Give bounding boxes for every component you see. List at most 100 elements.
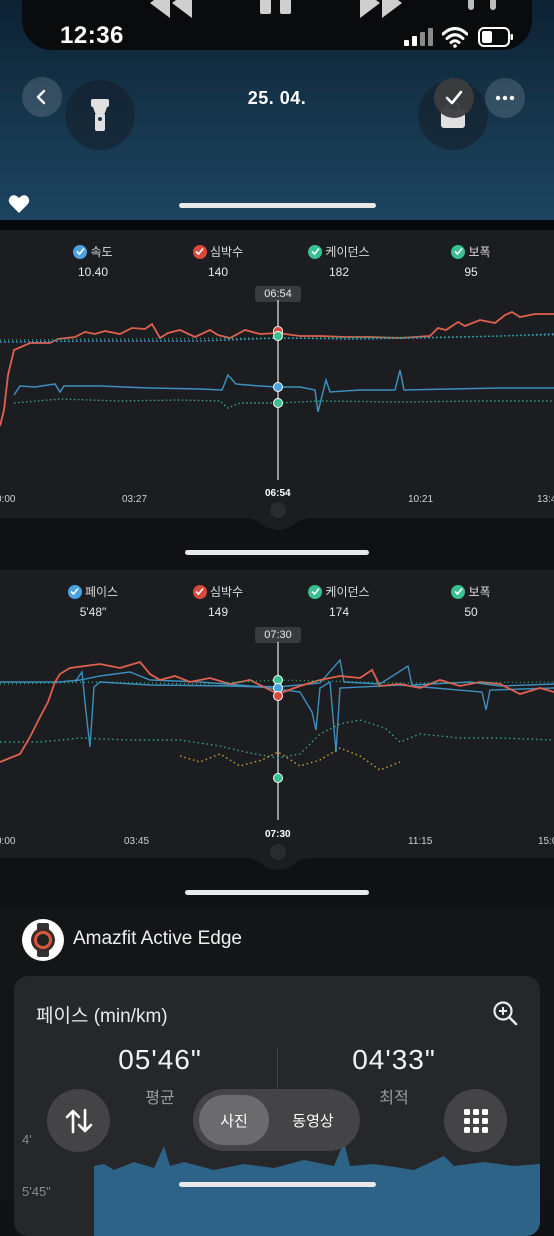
check-icon xyxy=(192,244,207,259)
cadence-marker xyxy=(273,331,283,341)
status-time: 12:36 xyxy=(60,22,124,49)
speed-chart-plot[interactable] xyxy=(0,300,554,490)
legend-label: 케이던스 xyxy=(325,245,370,259)
grid-view-button[interactable] xyxy=(444,1089,507,1152)
legend-label: 심박수 xyxy=(209,585,244,599)
check-icon xyxy=(73,244,88,259)
confirm-button[interactable] xyxy=(434,78,474,118)
legend-value: 95 xyxy=(464,265,478,279)
check-icon xyxy=(451,584,466,599)
check-icon xyxy=(451,244,466,259)
x-tick-label-current: 07:30 xyxy=(265,829,291,840)
scrubber-knob[interactable] xyxy=(270,502,286,518)
legend-item-speed[interactable]: 속도 10.40 xyxy=(38,243,148,279)
cursor-time-badge: 07:30 xyxy=(255,627,301,643)
flashlight-button[interactable] xyxy=(65,80,135,150)
x-tick-label: 0:00 xyxy=(0,836,16,847)
stride-dotted-series xyxy=(13,398,554,409)
scrubber-knob[interactable] xyxy=(270,844,286,860)
pace-chart-panel[interactable]: 페이스 5'48" 심박수 149 케이던스 174 보폭 50 07:30 0… xyxy=(0,570,554,856)
sheet-grabber[interactable] xyxy=(185,550,369,555)
pace-series xyxy=(0,658,554,688)
cadence-dotted-series xyxy=(0,334,554,341)
legend-item-cadence[interactable]: 케이던스 182 xyxy=(284,243,394,279)
speed-marker xyxy=(273,382,283,392)
battery-icon xyxy=(478,27,513,47)
legend-label: 페이스 xyxy=(84,585,119,599)
legend-value: 149 xyxy=(207,605,229,619)
swap-vertical-icon xyxy=(65,1108,92,1133)
legend-label: 심박수 xyxy=(209,245,244,259)
x-tick-label: 15:0 xyxy=(538,836,554,847)
chart1-footer xyxy=(0,502,554,568)
legend-item-stride[interactable]: 보폭 95 xyxy=(416,243,526,279)
stat-divider xyxy=(277,1048,278,1096)
earbuds-icon xyxy=(468,0,496,10)
x-tick-label: 13:4 xyxy=(537,494,554,505)
device-name: Amazfit Active Edge xyxy=(73,928,242,949)
x-tick-label-current: 06:54 xyxy=(265,488,291,499)
legend-item-heart-rate[interactable]: 심박수 140 xyxy=(163,243,273,279)
grid-icon xyxy=(463,1108,488,1133)
photo-tab-highlight xyxy=(199,1095,269,1145)
legend-label: 속도 xyxy=(90,245,113,259)
check-icon xyxy=(192,584,207,599)
legend-item-pace[interactable]: 페이스 5'48" xyxy=(38,583,148,619)
average-pace-label: 평균 xyxy=(145,1090,175,1107)
legend-label: 보폭 xyxy=(468,585,491,599)
stride-marker xyxy=(273,398,283,408)
zoom-in-icon[interactable] xyxy=(492,1000,518,1026)
legend-value: 182 xyxy=(328,265,350,279)
fast-forward-icon[interactable] xyxy=(358,0,404,20)
speed-chart-panel[interactable]: 속도 10.40 심박수 140 케이던스 182 보폭 95 06:54 0:… xyxy=(0,230,554,516)
separator xyxy=(0,220,554,230)
smartwatch-icon xyxy=(31,923,55,957)
legend-item-stride[interactable]: 보폭 50 xyxy=(416,583,526,619)
chart2-footer xyxy=(0,844,554,908)
scrubber-track xyxy=(0,516,554,530)
pause-icon[interactable] xyxy=(256,0,296,20)
back-button[interactable] xyxy=(22,77,62,117)
speed-series xyxy=(13,369,554,413)
average-pace-value: 05'46" xyxy=(118,1044,202,1075)
sheet-grabber[interactable] xyxy=(185,890,369,895)
sheet-grabber[interactable] xyxy=(179,203,376,208)
home-indicator[interactable] xyxy=(179,1182,376,1187)
x-tick-label: 0:00 xyxy=(0,494,16,505)
y-axis-label: 5'45" xyxy=(22,1184,51,1199)
check-icon xyxy=(308,584,323,599)
pace-card-title-label: 페이스 xyxy=(36,1006,89,1027)
x-tick-label: 11:15 xyxy=(408,836,433,847)
legend-value: 10.40 xyxy=(77,265,109,279)
chevron-left-icon xyxy=(36,89,46,105)
check-icon xyxy=(67,584,82,599)
rewind-icon[interactable] xyxy=(148,0,194,20)
wifi-icon xyxy=(442,27,468,48)
x-tick-label: 10:21 xyxy=(408,494,434,505)
legend-item-cadence[interactable]: 케이던스 174 xyxy=(284,583,394,619)
cursor-time-badge: 06:54 xyxy=(255,286,301,302)
best-pace-value: 04'33" xyxy=(352,1044,436,1075)
legend-item-heart-rate[interactable]: 심박수 149 xyxy=(163,583,273,619)
pace-chart-plot[interactable] xyxy=(0,642,554,832)
legend-label: 보폭 xyxy=(468,245,491,259)
checkmark-icon xyxy=(445,90,463,105)
cellular-signal-icon xyxy=(404,28,433,46)
y-axis-label: 4' xyxy=(22,1132,32,1147)
more-options-button[interactable] xyxy=(485,78,525,118)
legend-value: 174 xyxy=(328,605,350,619)
heart-rate-series xyxy=(0,660,554,763)
heart-rate-marker xyxy=(273,691,283,701)
favorite-heart-icon[interactable] xyxy=(8,194,30,214)
sort-button[interactable] xyxy=(47,1089,110,1152)
tab-video[interactable]: 동영상 xyxy=(292,1113,334,1130)
legend-value: 5'48" xyxy=(79,605,107,619)
pace-card-unit: (min/km) xyxy=(93,1006,168,1027)
device-avatar xyxy=(22,919,64,961)
best-pace-label: 최적 xyxy=(379,1090,409,1107)
tab-photo[interactable]: 사진 xyxy=(220,1113,248,1130)
x-tick-label: 03:27 xyxy=(122,494,148,505)
legend-label: 케이던스 xyxy=(325,585,370,599)
flashlight-icon xyxy=(91,99,109,131)
pace-card-title: 페이스 (min/km) xyxy=(36,1001,168,1028)
